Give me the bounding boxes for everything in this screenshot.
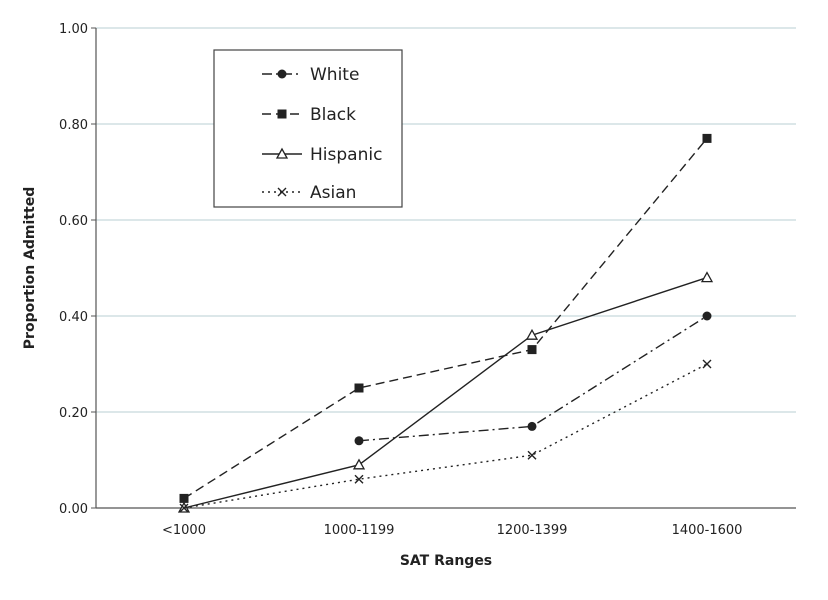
series-black: [179, 133, 712, 503]
data-point-hispanic: [700, 271, 714, 283]
legend-item-white: White: [262, 65, 359, 85]
data-point-asian: [702, 359, 712, 369]
y-tick-label: 0.40: [59, 310, 88, 325]
y-axis-title: Proportion Admitted: [22, 187, 38, 349]
y-tick-label: 0.20: [59, 406, 88, 421]
y-tick-label: 0.60: [59, 214, 88, 229]
series-asian: [179, 359, 712, 513]
x-tick-label: <1000: [162, 523, 206, 538]
x-axis-title: SAT Ranges: [400, 553, 492, 569]
data-point-black: [179, 493, 189, 503]
legend-item-hispanic: Hispanic: [262, 145, 382, 165]
grid-lines: [96, 27, 796, 413]
legend-item-asian: Asian: [262, 183, 356, 203]
data-point-hispanic: [525, 328, 539, 340]
series-line-black: [183, 137, 708, 499]
data-point-white: [527, 421, 537, 431]
data-point-asian: [179, 503, 189, 513]
x-tick-labels: <1000 1000-1199 1200-1399 1400-1600: [162, 523, 742, 538]
data-point-hispanic: [352, 458, 366, 470]
series: [177, 133, 714, 513]
data-point-black: [354, 383, 364, 393]
data-point-white: [354, 436, 364, 446]
x-tick-label: 1400-1600: [672, 523, 743, 538]
data-point-black: [702, 133, 712, 143]
legend-marker: [277, 109, 287, 119]
y-tick-label: 0.00: [59, 502, 88, 517]
data-point-white: [702, 311, 712, 321]
data-point-asian: [354, 474, 364, 484]
legend-label: White: [310, 65, 359, 85]
legend-label: Hispanic: [310, 145, 382, 165]
y-tick-labels: 0.00 0.20 0.40 0.60 0.80 1.00: [59, 22, 96, 517]
legend-label: Black: [310, 105, 356, 125]
axes: [95, 28, 796, 509]
x-tick-label: 1000-1199: [324, 523, 395, 538]
y-tick-label: 1.00: [59, 22, 88, 37]
legend: White Black Hispanic Asian: [213, 49, 403, 208]
x-tick-label: 1200-1399: [497, 523, 568, 538]
data-point-black: [527, 345, 537, 355]
legend-marker: [277, 69, 287, 79]
legend-box: [213, 49, 403, 208]
y-tick-label: 0.80: [59, 118, 88, 133]
legend-marker: [277, 187, 287, 197]
legend-item-black: Black: [262, 105, 356, 125]
legend-marker: [275, 147, 289, 159]
series-line-asian: [183, 363, 708, 509]
series-hispanic: [177, 271, 714, 513]
series-white: [354, 311, 712, 446]
data-point-asian: [527, 450, 537, 460]
series-line-hispanic: [183, 276, 708, 509]
legend-label: Asian: [310, 183, 356, 203]
